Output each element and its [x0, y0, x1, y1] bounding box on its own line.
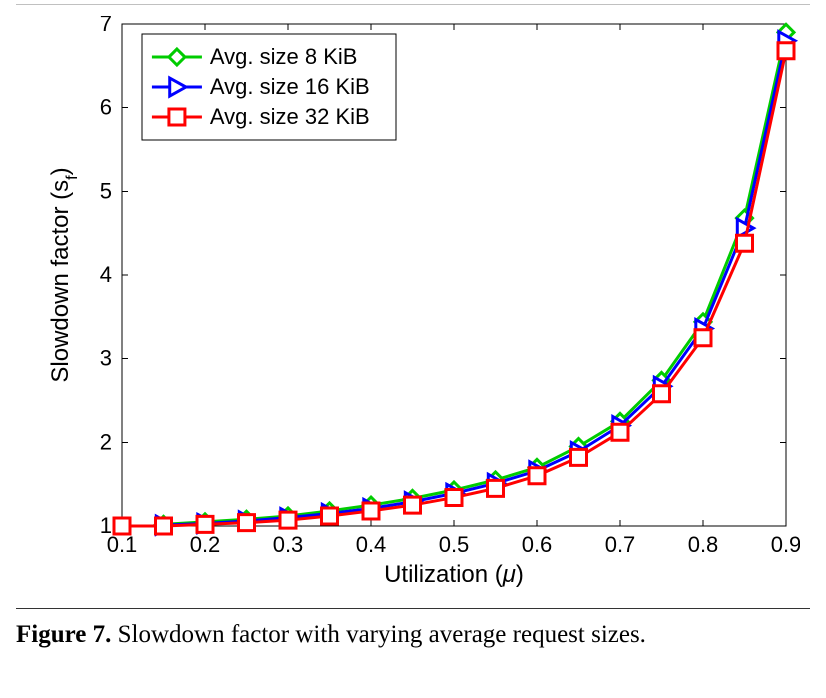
x-tick-label: 0.5: [439, 532, 470, 557]
series-marker: [695, 330, 711, 346]
caption-prefix: Figure 7.: [16, 621, 111, 648]
series-marker: [114, 518, 130, 534]
series-marker: [529, 468, 545, 484]
series-marker: [405, 497, 421, 513]
top-divider: [16, 4, 810, 5]
x-tick-label: 0.2: [190, 532, 221, 557]
y-tick-label: 2: [100, 429, 112, 454]
series-marker: [446, 490, 462, 506]
x-tick-label: 0.7: [605, 532, 636, 557]
caption-text: Slowdown factor with varying average req…: [111, 621, 646, 648]
series-marker: [488, 480, 504, 496]
figure-caption: Figure 7. Slowdown factor with varying a…: [16, 618, 810, 652]
series-marker: [612, 424, 628, 440]
series-marker: [571, 449, 587, 465]
y-tick-label: 5: [100, 178, 112, 203]
legend-label: Avg. size 16 KiB: [210, 74, 370, 99]
x-axis-label: Utilization (μ): [384, 561, 524, 588]
y-tick-label: 4: [100, 262, 112, 287]
series-marker: [363, 503, 379, 519]
legend-marker: [169, 109, 185, 125]
figure-container: 0.10.20.30.40.50.60.70.80.91234567Utiliz…: [0, 0, 826, 698]
y-axis-label: Slowdown factor (sf): [47, 167, 81, 382]
x-tick-label: 0.6: [522, 532, 553, 557]
x-tick-label: 0.3: [273, 532, 304, 557]
series-marker: [654, 386, 670, 402]
chart: 0.10.20.30.40.50.60.70.80.91234567Utiliz…: [40, 16, 800, 596]
y-tick-label: 3: [100, 346, 112, 371]
series-marker: [280, 512, 296, 528]
x-tick-label: 0.9: [771, 532, 800, 557]
legend-label: Avg. size 32 KiB: [210, 104, 370, 129]
y-tick-label: 1: [100, 513, 112, 538]
x-tick-label: 0.8: [688, 532, 719, 557]
series-marker: [239, 515, 255, 531]
chart-svg: 0.10.20.30.40.50.60.70.80.91234567Utiliz…: [40, 16, 800, 596]
y-tick-label: 6: [100, 95, 112, 120]
series-marker: [778, 43, 794, 59]
x-tick-label: 0.4: [356, 532, 387, 557]
legend-label: Avg. size 8 KiB: [210, 44, 358, 69]
series-marker: [156, 518, 172, 534]
series-marker: [197, 516, 213, 532]
series-marker: [322, 508, 338, 524]
series-marker: [737, 235, 753, 251]
caption-divider: [16, 608, 810, 609]
y-tick-label: 7: [100, 16, 112, 36]
